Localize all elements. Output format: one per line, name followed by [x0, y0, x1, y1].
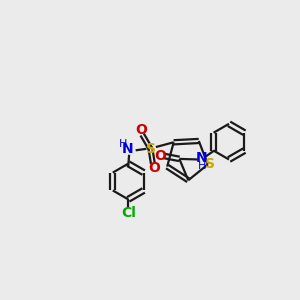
- Text: S: S: [146, 142, 155, 156]
- Text: O: O: [148, 161, 160, 176]
- Text: N: N: [122, 142, 134, 156]
- Text: Cl: Cl: [121, 206, 136, 220]
- Text: O: O: [136, 123, 148, 137]
- Text: H: H: [119, 139, 127, 149]
- Text: S: S: [205, 158, 215, 172]
- Text: H: H: [198, 161, 206, 171]
- Text: O: O: [154, 148, 166, 163]
- Text: N: N: [196, 151, 208, 165]
